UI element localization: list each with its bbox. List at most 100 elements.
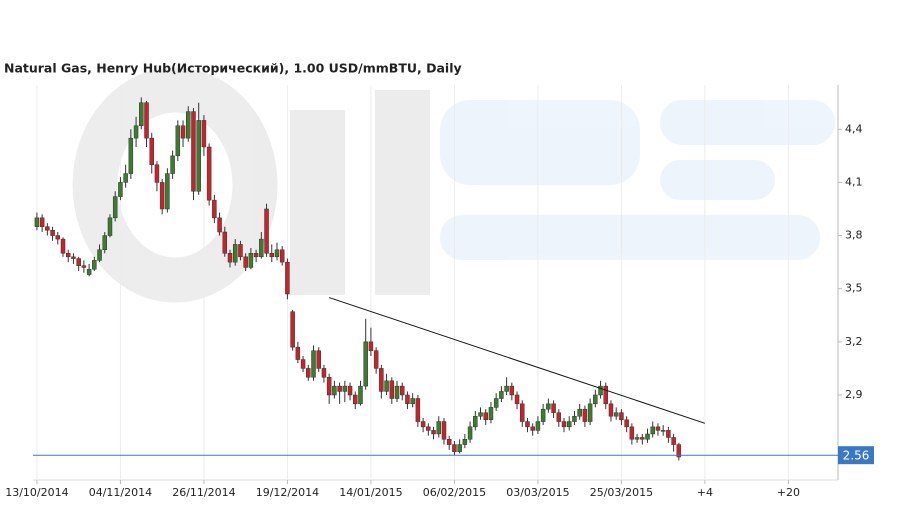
y-tick-label: 4,4 (845, 122, 863, 135)
candle-body (660, 430, 666, 432)
candle-body (394, 385, 400, 399)
candle-body (154, 164, 160, 183)
candle-body (243, 256, 248, 268)
candle-body (295, 346, 301, 360)
y-tick-label: 3,8 (845, 229, 863, 242)
candle-body (436, 421, 442, 435)
candle-body (279, 249, 285, 263)
candle-body (55, 235, 61, 240)
candle-body (530, 426, 535, 431)
candle-body (572, 415, 577, 422)
candle-body (326, 377, 332, 396)
candle-body (520, 403, 525, 422)
candle-body (441, 421, 447, 440)
candle-body (149, 137, 154, 165)
candle-body (76, 258, 81, 266)
y-tick-label: 3,2 (845, 335, 863, 348)
candle-body (483, 412, 488, 421)
candle-body (133, 125, 139, 139)
candle-body (384, 380, 389, 392)
candle-body (415, 398, 421, 422)
candle-body (561, 421, 567, 428)
candle-body (300, 359, 306, 369)
candle-body (186, 111, 191, 139)
x-tick-label: 19/12/2014 (256, 486, 319, 499)
candle-body (540, 408, 546, 422)
candle-body (363, 341, 368, 387)
candle-body (107, 217, 113, 236)
candle-body (306, 368, 311, 378)
candle-body (347, 385, 353, 396)
candle-body (587, 403, 593, 422)
candle-body (556, 412, 562, 422)
last-price-label: 2.56 (843, 449, 870, 463)
candle-body (551, 403, 556, 413)
candle-body (206, 146, 212, 201)
candle-body (248, 253, 254, 268)
candle-body (650, 426, 655, 435)
candle-body (222, 231, 228, 254)
candle-body (473, 415, 478, 428)
candle-body (232, 244, 238, 263)
candle-body (316, 350, 321, 369)
candle-body (102, 235, 108, 250)
candle-body (634, 437, 640, 440)
y-tick-label: 2,9 (845, 388, 863, 401)
candle-body (191, 111, 196, 192)
candle-body (426, 426, 431, 431)
candle-body (60, 238, 66, 254)
candle-body (431, 430, 436, 435)
candle-body (645, 433, 650, 440)
candle-body (139, 102, 144, 126)
candle-body (619, 412, 624, 421)
candle-body (410, 398, 415, 405)
candle-body (379, 368, 384, 392)
candle-body (196, 120, 201, 192)
candle-body (144, 102, 149, 139)
candle-body (259, 238, 264, 258)
candle-body (217, 217, 222, 233)
candle-body (577, 408, 582, 417)
candle-body (509, 385, 515, 396)
candle-body (86, 268, 92, 275)
candle-body (39, 217, 45, 227)
watermark (72, 67, 835, 303)
x-tick-label: 25/03/2015 (590, 486, 653, 499)
candle-body (34, 217, 40, 227)
candle-body (71, 256, 76, 259)
candle-body (478, 412, 483, 417)
candle-body (92, 260, 97, 270)
candle-body (81, 265, 87, 268)
x-tick-label: +20 (777, 486, 800, 499)
candle-body (45, 226, 50, 231)
candle-body (175, 125, 181, 157)
last-price-box (838, 446, 874, 465)
candle-body (212, 199, 217, 219)
candle-body (311, 350, 316, 378)
candle-body (462, 439, 468, 445)
y-tick-label: 4,1 (845, 175, 863, 188)
candle-body (452, 444, 457, 452)
candle-body (629, 426, 635, 440)
candle-body (399, 385, 405, 396)
candle-body (112, 196, 118, 219)
x-tick-label: +4 (697, 486, 713, 499)
candle-body (353, 394, 358, 405)
candle-body (165, 173, 170, 210)
candle-body (332, 385, 337, 396)
chart-title: Natural Gas, Henry Hub(Исторический), 1.… (4, 61, 462, 76)
candle-body (535, 421, 541, 431)
candle-body (50, 229, 55, 236)
candle-body (128, 137, 134, 174)
candle-body (457, 444, 462, 452)
candle-body (389, 380, 395, 399)
candle-body (598, 385, 603, 396)
candle-body (566, 421, 572, 428)
candle-body (655, 426, 661, 431)
candle-body (488, 407, 494, 421)
candle-body (671, 437, 676, 445)
x-tick-label: 06/02/2015 (423, 486, 486, 499)
candle-body (274, 249, 280, 258)
candle-body (118, 182, 123, 197)
